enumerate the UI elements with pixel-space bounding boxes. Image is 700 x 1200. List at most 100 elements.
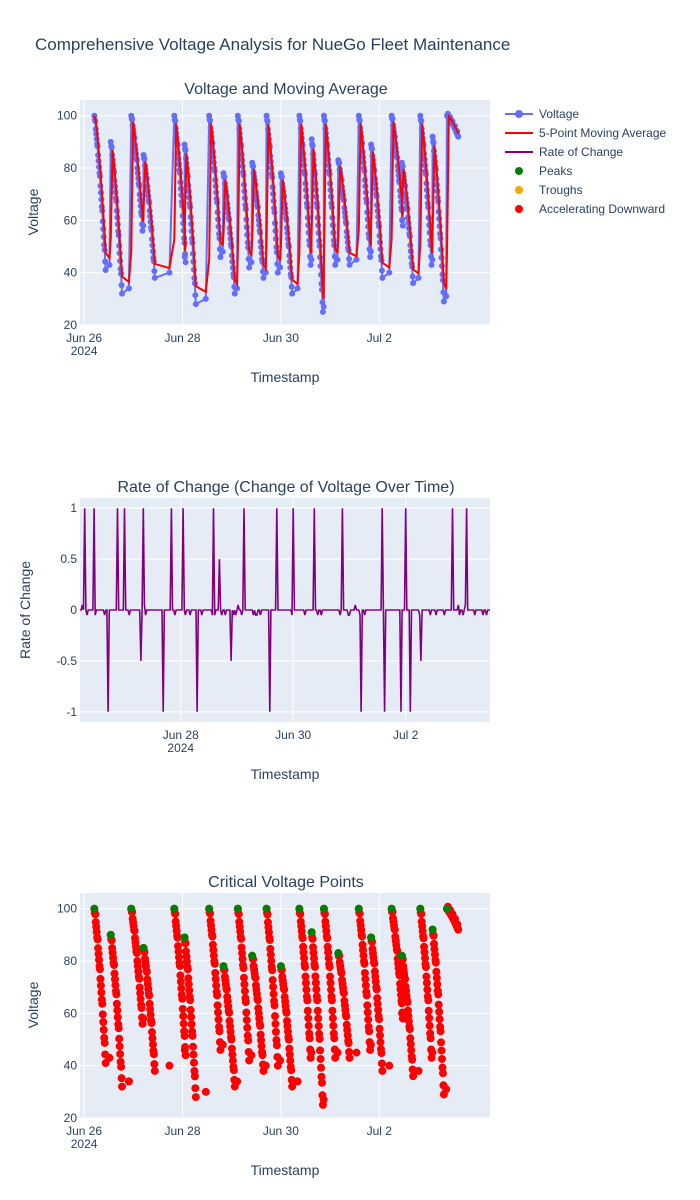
- voltage-point: [399, 222, 406, 229]
- accelerating-downward-point: [403, 998, 412, 1007]
- voltage-point: [192, 301, 199, 308]
- accelerating-downward-point: [280, 985, 289, 994]
- voltage-point: [260, 274, 267, 281]
- accelerating-downward-point: [239, 964, 248, 973]
- accelerating-downward-point: [233, 1077, 242, 1086]
- voltage-point: [250, 163, 257, 170]
- voltage-point: [235, 118, 242, 125]
- voltage-point: [231, 290, 238, 297]
- accelerating-downward-point: [285, 1044, 294, 1053]
- accelerating-downward-point: [437, 1038, 446, 1047]
- legend-item-voltage[interactable]: Voltage: [505, 107, 579, 121]
- accelerating-downward-point: [96, 981, 105, 990]
- accelerating-downward-point: [428, 1048, 437, 1057]
- accelerating-downward-point: [437, 1054, 446, 1063]
- voltage-point: [332, 261, 339, 268]
- accelerating-downward-point: [329, 1021, 338, 1030]
- voltage-point: [140, 222, 147, 229]
- accelerating-downward-point: [187, 1012, 196, 1021]
- accelerating-downward-point: [374, 1005, 383, 1014]
- voltage-point: [219, 248, 226, 255]
- accelerating-downward-point: [271, 1027, 280, 1036]
- peak-point: [248, 951, 257, 960]
- accelerating-downward-point: [227, 1035, 236, 1044]
- legend-item-accel[interactable]: Accelerating Downward: [515, 202, 665, 216]
- accelerating-downward-point: [408, 1055, 417, 1064]
- x-tick-label: Jun 28: [164, 1124, 200, 1138]
- accelerating-downward-point: [243, 1023, 252, 1032]
- peak-point: [90, 904, 99, 913]
- accelerating-downward-point: [214, 1015, 223, 1024]
- accelerating-downward-point: [211, 968, 220, 977]
- accelerating-downward-point: [303, 1006, 312, 1015]
- legend[interactable]: Voltage 5-Point Moving Average Rate of Cha…: [505, 107, 667, 216]
- accelerating-downward-point: [361, 981, 370, 990]
- accelerating-downward-point: [269, 982, 278, 991]
- accelerating-downward-point: [257, 1036, 266, 1045]
- accelerating-downward-point: [98, 1010, 107, 1019]
- legend-item-peaks[interactable]: Peaks: [515, 164, 572, 178]
- accelerating-downward-point: [390, 925, 399, 934]
- accelerating-downward-point: [326, 979, 335, 988]
- accelerating-downward-point: [242, 1008, 251, 1017]
- peak-point: [170, 904, 179, 913]
- accelerating-downward-point: [191, 1093, 200, 1102]
- legend-item-troughs[interactable]: Troughs: [515, 183, 583, 197]
- voltage-point: [378, 267, 385, 274]
- accelerating-downward-point: [271, 1019, 280, 1028]
- accelerating-downward-point: [326, 972, 335, 981]
- accelerating-downward-point: [282, 1008, 291, 1017]
- voltage-point: [192, 292, 199, 299]
- peak-point: [127, 904, 136, 913]
- accelerating-downward-point: [97, 988, 106, 997]
- y-axis-title-3: Voltage: [25, 981, 41, 1028]
- x-axis-title-2: Timestamp: [251, 766, 320, 782]
- accelerating-downward-point: [178, 994, 187, 1003]
- accelerating-downward-point: [432, 973, 441, 982]
- legend-label: 5-Point Moving Average: [539, 126, 667, 140]
- accelerating-downward-point: [118, 1082, 127, 1091]
- voltage-point: [297, 117, 304, 124]
- legend-label: Accelerating Downward: [539, 202, 665, 216]
- legend-item-rate[interactable]: Rate of Change: [505, 145, 623, 159]
- accelerating-downward-point: [425, 1014, 434, 1023]
- accelerating-downward-point: [304, 1014, 313, 1023]
- accelerating-downward-point: [150, 1060, 159, 1069]
- accelerating-downward-point: [293, 1077, 302, 1086]
- voltage-point: [278, 173, 285, 180]
- moving-average-line: [93, 113, 460, 300]
- voltage-point: [118, 282, 125, 289]
- peak-point: [397, 951, 406, 960]
- peak-point: [219, 962, 228, 971]
- accelerating-downward-point: [425, 1021, 434, 1030]
- voltage-point: [248, 259, 255, 266]
- accelerating-downward-point: [311, 972, 320, 981]
- accelerating-downward-point: [339, 989, 348, 998]
- voltage-point: [428, 261, 435, 268]
- voltage-point: [172, 117, 179, 124]
- voltage-point: [320, 303, 327, 310]
- legend-item-moving_avg[interactable]: 5-Point Moving Average: [505, 126, 667, 140]
- accelerating-downward-point: [337, 968, 346, 977]
- accelerating-downward-point: [98, 999, 107, 1008]
- accelerating-downward-point: [267, 956, 276, 965]
- accelerating-downward-point: [364, 1015, 373, 1024]
- accelerating-downward-point: [180, 1045, 189, 1054]
- y-tick-label: 1: [70, 501, 77, 515]
- accelerating-downward-point: [276, 1056, 285, 1065]
- accelerating-downward-point: [261, 1061, 270, 1070]
- y-tick-label: -0.5: [56, 654, 77, 668]
- accelerating-downward-point: [225, 1008, 234, 1017]
- voltage-point: [264, 118, 271, 125]
- accelerating-downward-point: [405, 1025, 414, 1034]
- y-tick-label: 100: [57, 109, 77, 123]
- accelerating-downward-point: [307, 1048, 316, 1057]
- accelerating-downward-point: [300, 954, 309, 963]
- accelerating-downward-point: [105, 1053, 114, 1062]
- voltage-point: [119, 290, 126, 297]
- voltage-point: [369, 145, 376, 152]
- accelerating-downward-point: [330, 1034, 339, 1043]
- peak-point: [387, 904, 396, 913]
- accelerating-downward-point: [222, 985, 231, 994]
